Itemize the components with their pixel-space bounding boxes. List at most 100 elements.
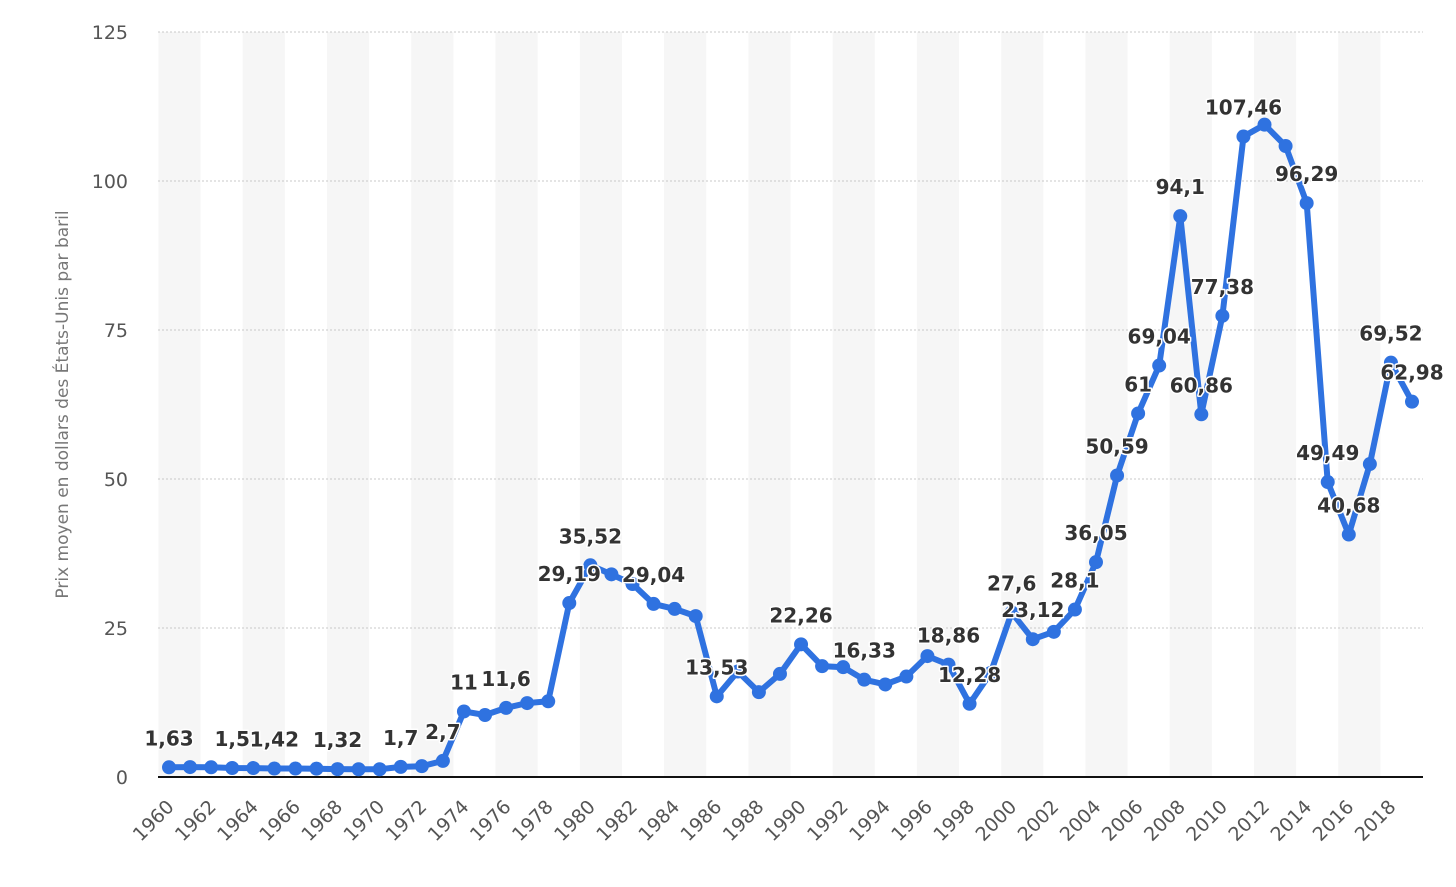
data-point — [1088, 555, 1103, 570]
x-tick-label: 2002 — [1014, 796, 1064, 846]
y-tick-label: 100 — [92, 171, 128, 193]
x-tick-label: 1998 — [929, 796, 979, 846]
data-point — [1025, 632, 1040, 647]
x-tick-label: 2014 — [1266, 796, 1316, 846]
background-band — [327, 32, 370, 777]
data-point — [920, 649, 935, 664]
background-band — [158, 32, 201, 777]
x-tick-label: 2018 — [1351, 796, 1401, 846]
x-tick-label: 2010 — [1182, 796, 1232, 846]
data-label: 12,28 — [938, 663, 1001, 687]
data-label: 11,6 — [481, 667, 530, 691]
data-label: 1,7 — [383, 726, 418, 750]
data-point — [351, 762, 366, 777]
data-point — [414, 759, 429, 774]
y-axis-title: Prix moyen en dollars des États-Unis par… — [51, 210, 73, 598]
x-axis-ticks: 1960196219641966196819701972197419761978… — [129, 796, 1401, 846]
data-label: 23,12 — [1001, 598, 1064, 622]
x-tick-label: 1984 — [634, 796, 684, 846]
data-point — [1046, 624, 1061, 639]
x-tick-label: 2012 — [1224, 796, 1274, 846]
x-tick-label: 2008 — [1140, 796, 1190, 846]
x-tick-label: 1974 — [424, 796, 474, 846]
data-label: 22,26 — [769, 603, 832, 627]
data-label: 28,1 — [1050, 569, 1099, 593]
data-label: 2,7 — [425, 720, 460, 744]
background-band — [748, 32, 791, 777]
x-tick-label: 1970 — [339, 796, 389, 846]
data-label: 77,38 — [1191, 275, 1254, 299]
data-point — [499, 700, 514, 715]
x-tick-label: 1988 — [719, 796, 769, 846]
y-axis-ticks: 0 25 50 75 100 125 — [92, 22, 128, 789]
data-point — [1278, 139, 1293, 154]
x-tick-label: 1982 — [592, 796, 642, 846]
data-label: 61 — [1124, 372, 1152, 396]
data-label: 107,46 — [1205, 96, 1282, 120]
data-point — [435, 753, 450, 768]
x-tick-label: 2006 — [1098, 796, 1148, 846]
data-point — [625, 577, 640, 592]
x-tick-label: 1962 — [171, 796, 221, 846]
data-point — [646, 596, 661, 611]
data-point — [562, 596, 577, 611]
x-tick-label: 1996 — [887, 796, 937, 846]
background-bands — [158, 32, 1381, 777]
data-point — [330, 762, 345, 777]
data-point — [478, 708, 493, 723]
data-point — [456, 704, 471, 719]
data-label: 69,04 — [1128, 325, 1191, 349]
x-tick-label: 1992 — [803, 796, 853, 846]
x-tick-label: 1994 — [845, 796, 895, 846]
background-band — [495, 32, 538, 777]
data-point — [1110, 468, 1125, 483]
x-tick-label: 2016 — [1309, 796, 1359, 846]
price-series-points — [162, 117, 1419, 777]
data-point — [794, 637, 809, 652]
data-point — [836, 660, 851, 675]
x-tick-label: 1960 — [129, 796, 179, 846]
x-tick-label: 1972 — [382, 796, 432, 846]
data-point — [751, 685, 766, 700]
data-point — [162, 760, 176, 775]
data-label: 69,52 — [1359, 322, 1422, 346]
data-point — [1405, 394, 1419, 409]
data-label: 11 — [450, 670, 478, 694]
data-point — [288, 761, 303, 776]
x-tick-label: 2004 — [1056, 796, 1106, 846]
data-point — [1299, 196, 1314, 211]
data-label: 13,53 — [685, 655, 748, 679]
data-point — [1152, 358, 1167, 373]
data-point — [372, 762, 387, 777]
data-point — [541, 694, 556, 709]
data-point — [815, 659, 830, 674]
x-tick-label: 1966 — [255, 796, 305, 846]
y-tick-label: 75 — [104, 320, 128, 342]
y-tick-label: 0 — [116, 767, 128, 789]
data-label: 50,59 — [1085, 434, 1148, 458]
data-point — [520, 696, 535, 711]
background-band — [1338, 32, 1381, 777]
x-tick-label: 1990 — [761, 796, 811, 846]
data-point — [1173, 209, 1188, 224]
data-label: 60,86 — [1170, 373, 1233, 397]
background-band — [832, 32, 875, 777]
data-label: 49,49 — [1296, 441, 1359, 465]
data-label: 1,63 — [144, 726, 193, 750]
data-point — [267, 761, 282, 776]
x-tick-label: 1978 — [508, 796, 558, 846]
y-tick-label: 25 — [104, 618, 128, 640]
data-label: 29,19 — [538, 562, 601, 586]
data-point — [1362, 457, 1377, 472]
background-band — [242, 32, 285, 777]
y-tick-label: 125 — [92, 22, 128, 44]
data-point — [983, 666, 998, 681]
data-point — [1341, 527, 1356, 542]
data-point — [393, 759, 408, 774]
background-band — [1001, 32, 1044, 777]
data-point — [1383, 355, 1398, 370]
background-band — [411, 32, 454, 777]
x-tick-label: 1964 — [213, 796, 263, 846]
data-point — [604, 567, 619, 582]
